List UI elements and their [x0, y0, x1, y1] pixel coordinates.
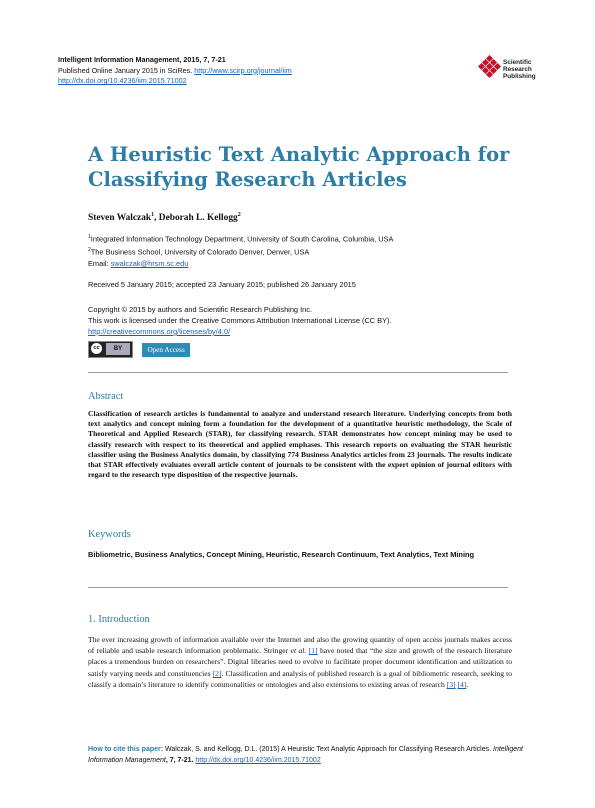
- cc-by-license-icon[interactable]: cc BY: [88, 341, 133, 359]
- abstract-heading: Abstract: [88, 391, 124, 402]
- introduction-heading: 1. Introduction: [88, 614, 150, 625]
- introduction-paragraph: The ever increasing growth of informatio…: [88, 635, 512, 689]
- section-divider: [88, 372, 508, 373]
- abstract-text: Classification of research articles is f…: [88, 409, 512, 480]
- published-line: Published Online January 2015 in SciRes.…: [58, 65, 292, 75]
- reference-link[interactable]: [3]: [446, 679, 456, 689]
- citation-doi-link[interactable]: http://dx.doi.org/10.4236/iim.2015.71002: [195, 757, 321, 764]
- publication-dates: Received 5 January 2015; accepted 23 Jan…: [88, 280, 356, 289]
- doi-link[interactable]: http://dx.doi.org/10.4236/iim.2015.71002: [58, 76, 187, 86]
- publisher-name: Scientific Research Publishing: [503, 59, 536, 80]
- keywords-text: Bibliometric, Business Analytics, Concep…: [88, 550, 475, 559]
- copyright-notice: Copyright © 2015 by authors and Scientif…: [88, 305, 392, 336]
- paper-title: A Heuristic Text Analytic Approach for C…: [88, 143, 510, 191]
- author-list: Steven Walczak1, Deborah L. Kellogg2: [88, 212, 241, 224]
- journal-citation: Intelligent Information Management, 2015…: [58, 55, 226, 64]
- reference-link[interactable]: [4]: [457, 679, 467, 689]
- author-name: Steven Walczak: [88, 213, 152, 224]
- open-access-badge: Open Access: [142, 342, 190, 357]
- author-name: Deborah L. Kellogg: [158, 213, 238, 224]
- license-link[interactable]: http://creativecommons.org/licenses/by/4…: [88, 327, 231, 336]
- affiliations: 1Integrated Information Technology Depar…: [88, 234, 394, 269]
- publisher-logo: Scientific Research Publishing: [478, 55, 548, 85]
- citation-footer: How to cite this paper: Walczak, S. and …: [88, 746, 523, 764]
- reference-link[interactable]: [2]: [212, 668, 222, 678]
- journal-url-link[interactable]: http://www.scirp.org/journal/iim: [194, 65, 292, 75]
- section-divider: [88, 587, 508, 588]
- license-badges: cc BY Open Access: [88, 341, 190, 359]
- email-link[interactable]: swalczak@hrsm.sc.edu: [110, 259, 189, 269]
- journal-header: Intelligent Information Management, 2015…: [58, 55, 292, 87]
- keywords-heading: Keywords: [88, 529, 131, 540]
- reference-link[interactable]: [1]: [308, 646, 318, 656]
- diamond-grid-icon: [478, 55, 502, 79]
